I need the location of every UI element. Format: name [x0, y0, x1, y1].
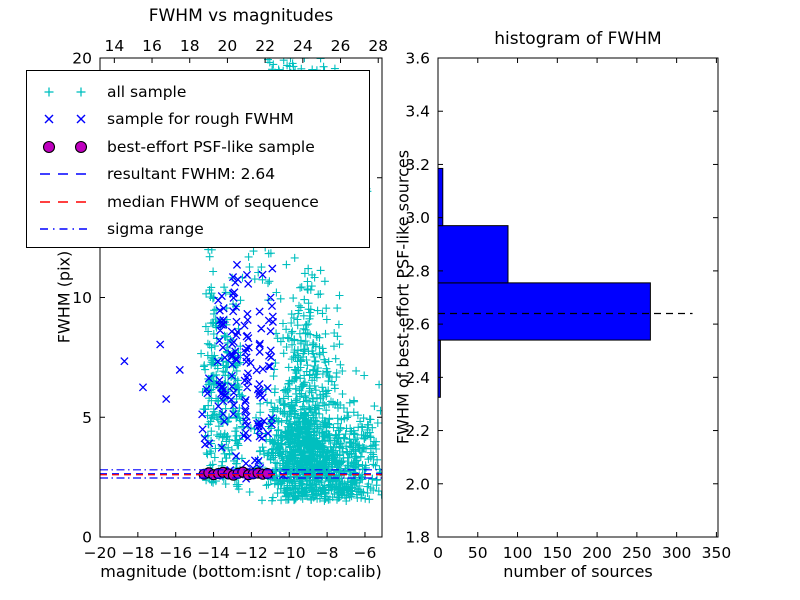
- svg-text:−14: −14: [197, 544, 230, 562]
- left-plot-ylabel: FWHM (pix): [54, 250, 74, 344]
- legend-item: best-effort PSF-like sample: [35, 133, 365, 161]
- svg-text:−8: −8: [316, 544, 339, 562]
- svg-text:0: 0: [82, 529, 92, 547]
- legend-label: resultant FWHM: 2.64: [107, 165, 276, 184]
- svg-text:2.8: 2.8: [405, 262, 430, 280]
- svg-text:22: 22: [255, 37, 275, 55]
- left-plot-title: FWHM vs magnitudes: [148, 6, 334, 26]
- legend-label: median FHWM of sequence: [107, 192, 319, 211]
- svg-text:2.2: 2.2: [405, 422, 430, 440]
- svg-text:20: 20: [72, 50, 92, 68]
- psf-sample-marker-icon: [42, 140, 88, 153]
- svg-text:18: 18: [180, 37, 200, 55]
- svg-text:5: 5: [82, 409, 92, 427]
- legend-label: all sample: [107, 82, 187, 101]
- svg-text:16: 16: [142, 37, 162, 55]
- svg-text:2.6: 2.6: [405, 316, 430, 334]
- svg-text:−16: −16: [159, 544, 192, 562]
- svg-text:−20: −20: [84, 544, 117, 562]
- svg-text:50: 50: [468, 544, 488, 562]
- svg-text:−18: −18: [121, 544, 154, 562]
- svg-text:28: 28: [368, 37, 388, 55]
- svg-text:24: 24: [293, 37, 313, 55]
- svg-text:−12: −12: [235, 544, 268, 562]
- svg-text:3.2: 3.2: [405, 156, 430, 174]
- svg-text:2.0: 2.0: [405, 475, 430, 493]
- svg-text:14: 14: [104, 37, 124, 55]
- legend-item: sample for rough FWHM: [35, 106, 365, 134]
- median-fwhm-line-icon: [40, 200, 92, 203]
- all-sample-marker-icon: [44, 87, 86, 97]
- svg-text:300: 300: [662, 544, 692, 562]
- svg-text:100: 100: [503, 544, 533, 562]
- svg-text:20: 20: [218, 37, 238, 55]
- legend-item: median FHWM of sequence: [35, 188, 365, 216]
- legend-label: best-effort PSF-like sample: [107, 137, 315, 156]
- svg-text:3.4: 3.4: [405, 103, 430, 121]
- svg-text:−10: −10: [273, 544, 306, 562]
- svg-text:0: 0: [433, 544, 443, 562]
- svg-text:200: 200: [582, 544, 612, 562]
- legend-label: sample for rough FWHM: [107, 110, 294, 129]
- legend-label: sigma range: [107, 220, 204, 239]
- svg-text:250: 250: [622, 544, 652, 562]
- right-plot-xlabel: number of sources: [503, 562, 653, 581]
- resultant-fwhm-line-icon: [40, 173, 92, 176]
- legend-item: all sample: [35, 78, 365, 106]
- svg-text:10: 10: [72, 289, 92, 307]
- right-plot-ylabel: FWHM of best-effort PSF-like sources: [393, 149, 413, 445]
- legend-item: sigma range: [35, 216, 365, 244]
- legend-item: resultant FWHM: 2.64: [35, 161, 365, 189]
- svg-text:1.8: 1.8: [405, 529, 430, 547]
- svg-text:3.6: 3.6: [405, 50, 430, 68]
- rough-fwhm-marker-icon: [44, 114, 86, 124]
- svg-text:−6: −6: [354, 544, 377, 562]
- svg-text:26: 26: [331, 37, 351, 55]
- svg-text:2.4: 2.4: [405, 369, 430, 387]
- right-plot-title: histogram of FWHM: [494, 29, 662, 49]
- svg-text:350: 350: [702, 544, 732, 562]
- svg-text:3.0: 3.0: [405, 209, 430, 227]
- left-plot-xlabel: magnitude (bottom:isnt / top:calib): [100, 562, 382, 581]
- svg-text:150: 150: [543, 544, 573, 562]
- legend-box: all sample sample for rough FWHM best-ef…: [26, 70, 370, 248]
- sigma-range-line-icon: [40, 228, 92, 230]
